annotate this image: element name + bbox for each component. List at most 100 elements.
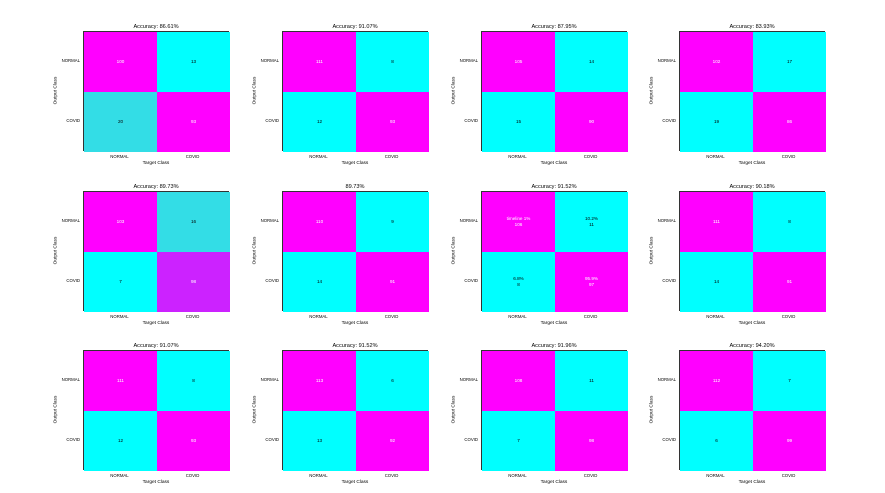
cell-value: 97 (588, 282, 595, 287)
matrix-cell: 14 (680, 252, 753, 312)
y-tick-label: COVID (464, 118, 478, 123)
matrix-cell: 91 (753, 252, 826, 312)
x-tick-label: NORMAL (508, 473, 527, 478)
x-tick-label: COVID (781, 473, 796, 478)
x-tick-label: COVID (185, 154, 200, 159)
matrix-title: Accuracy: 91.96% (531, 343, 577, 349)
matrix-cell: 9 (356, 192, 429, 252)
x-tick-label: COVID (185, 314, 200, 319)
matrix-title: Accuracy: 89.73% (133, 184, 179, 190)
cell-value: 92 (389, 438, 396, 443)
y-axis-label: Output Class (53, 395, 59, 424)
x-tick-label: COVID (781, 314, 796, 319)
y-tick-label: COVID (265, 437, 279, 442)
matrix-cell: 93 (157, 411, 230, 471)
matrix-cell: 93 (356, 92, 429, 152)
y-tick-label: NORMAL (260, 218, 279, 223)
cell-value: 14 (588, 59, 595, 64)
y-axis-label: Output Class (252, 395, 258, 424)
matrix-title: 89.73% (345, 184, 365, 190)
y-axis-label: Output Class (252, 236, 258, 265)
matrix-cell: 111 (283, 32, 356, 92)
matrix-cell: 90 (555, 92, 628, 152)
cell-value: 6 (715, 438, 718, 443)
x-tick-label: COVID (384, 154, 399, 159)
matrix-title: Accuracy: 86.61% (133, 24, 179, 30)
x-tick-label: NORMAL (706, 314, 725, 319)
matrix-cell: 92 (356, 411, 429, 471)
matrix-title: Accuracy: 91.07% (133, 343, 179, 349)
cell-value: 91 (786, 279, 793, 284)
y-tick-label: COVID (662, 437, 676, 442)
x-axis-label: Target Class (341, 321, 369, 326)
cell-value: 111 (316, 59, 323, 64)
y-tick-label: NORMAL (260, 377, 279, 382)
y-tick-label: NORMAL (657, 377, 676, 382)
confusion-matrix: 111 8 12 93 (282, 31, 429, 152)
cell-value: 12 (117, 438, 124, 443)
cell-value: 93 (190, 119, 197, 124)
cell-value: 15 (515, 119, 522, 124)
x-axis-label: Target Class (142, 321, 170, 326)
matrix-cell: 105 (482, 32, 555, 92)
matrix-cell: 11 (555, 351, 628, 411)
cell-value: 91 (389, 279, 396, 284)
y-tick-label: COVID (464, 278, 478, 283)
cell-value: 17 (786, 59, 793, 64)
matrix-title: Accuracy: 94.20% (729, 343, 775, 349)
matrix-cell: 112 (680, 351, 753, 411)
y-tick-label: NORMAL (260, 58, 279, 63)
matrix-cell: 93 (157, 92, 230, 152)
matrix-cell: 6 (680, 411, 753, 471)
y-axis-label: Output Class (53, 76, 59, 105)
matrix-cell: 10.2% 11 (555, 192, 628, 252)
y-tick-label: COVID (66, 278, 80, 283)
matrix-cell: 12 (84, 411, 157, 471)
y-tick-label: COVID (265, 278, 279, 283)
cell-value: 12 (316, 119, 323, 124)
cell-value: 7 (119, 279, 122, 284)
x-tick-label: NORMAL (706, 154, 725, 159)
y-tick-label: NORMAL (61, 58, 80, 63)
cell-value: 102 (712, 59, 721, 64)
cell-value: 111 (713, 219, 720, 224)
cell-value: 86 (786, 119, 793, 124)
matrix-cell: 7 (753, 351, 826, 411)
y-tick-label: NORMAL (61, 377, 80, 382)
matrix-cell: 8 (157, 351, 230, 411)
x-axis-label: Target Class (142, 480, 170, 485)
matrix-cell: 19 (680, 92, 753, 152)
cell-value: 113 (315, 378, 324, 383)
cell-value: 111 (117, 378, 124, 383)
cell-value: 8 (391, 59, 394, 64)
y-axis-label: Output Class (451, 236, 457, 265)
confusion-matrix: 112 7 6 99 (679, 350, 826, 471)
y-tick-label: COVID (662, 118, 676, 123)
y-tick-label: COVID (662, 278, 676, 283)
matrix-cell: 98 (157, 252, 230, 312)
x-tick-label: COVID (583, 154, 598, 159)
x-tick-label: COVID (384, 473, 399, 478)
cell-value: 13 (316, 438, 323, 443)
matrix-cell: 111 (680, 192, 753, 252)
matrix-title: Accuracy: 87.95% (531, 24, 577, 30)
cell-value: 95.9% (584, 276, 599, 281)
x-tick-label: COVID (185, 473, 200, 478)
x-tick-label: COVID (781, 154, 796, 159)
cell-value: 19 (713, 119, 720, 124)
cell-value: 11 (589, 222, 594, 227)
cell-value: 14 (713, 279, 720, 284)
x-tick-label: COVID (583, 314, 598, 319)
x-axis-label: Target Class (738, 321, 766, 326)
matrix-cell: 8 (356, 32, 429, 92)
x-tick-label: NORMAL (309, 314, 328, 319)
matrix-title: Accuracy: 90.18% (729, 184, 775, 190)
y-axis-label: Output Class (649, 76, 655, 105)
cell-value: 100 (116, 59, 125, 64)
y-tick-label: COVID (464, 437, 478, 442)
x-tick-label: NORMAL (110, 154, 129, 159)
cell-value: 110 (315, 219, 324, 224)
y-tick-label: NORMAL (459, 58, 478, 63)
matrix-title: Accuracy: 83.93% (729, 24, 775, 30)
